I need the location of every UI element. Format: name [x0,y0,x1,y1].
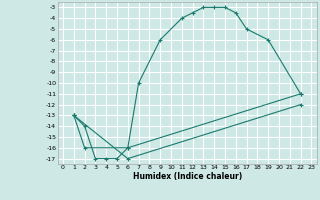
X-axis label: Humidex (Indice chaleur): Humidex (Indice chaleur) [132,172,242,181]
